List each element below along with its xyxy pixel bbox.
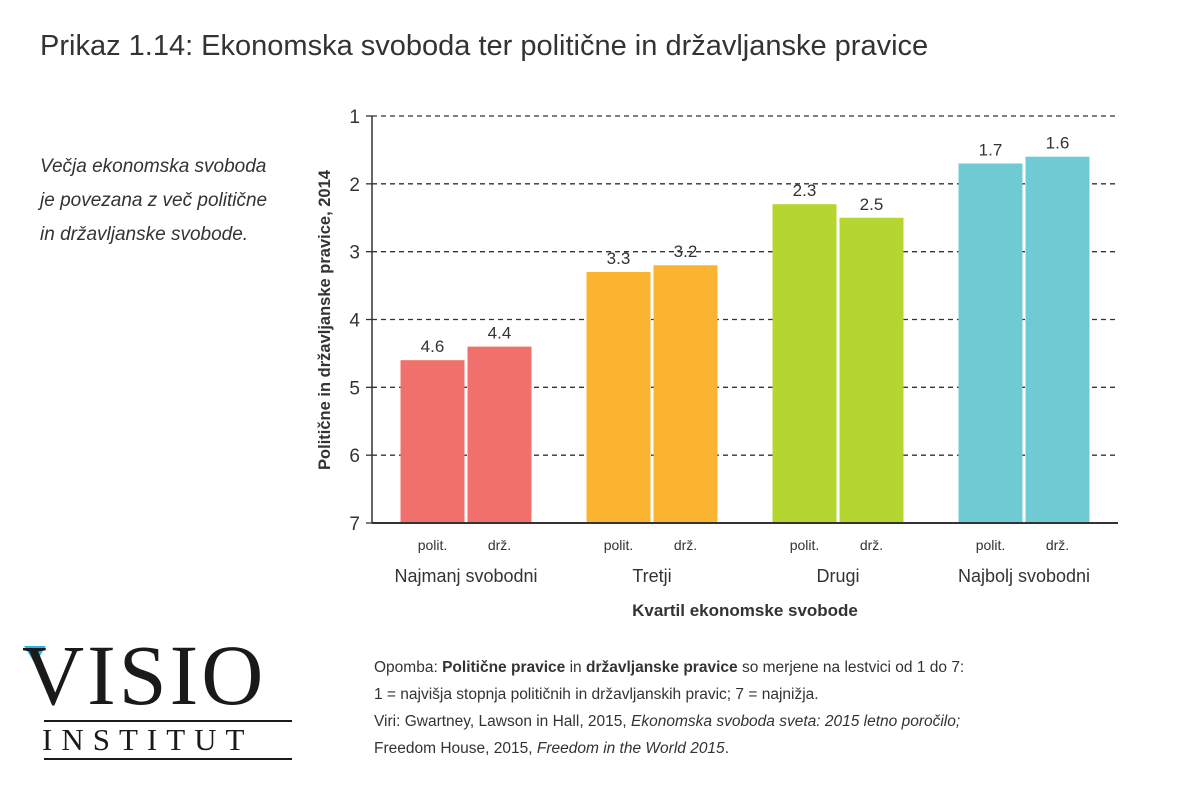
note-opomba-label: Opomba: <box>374 659 438 676</box>
bar <box>958 163 1023 523</box>
y-tick-label: 4 <box>349 311 360 332</box>
fh-prefix: Freedom House, 2015, <box>374 740 533 757</box>
bar <box>1025 156 1090 523</box>
fh-title: Freedom in the World 2015 <box>536 740 725 757</box>
note-rest: so merjene na lestvici od 1 do 7: <box>741 659 965 676</box>
y-tick-label: 1 <box>349 107 360 128</box>
footnote: Opomba: Politične pravice in državljansk… <box>374 654 1184 762</box>
x-axis-title: Kvartil ekonomske svobode <box>632 601 858 620</box>
logo-rule-bottom <box>44 758 292 760</box>
logo-main-text: VISIO <box>22 627 267 723</box>
data-label: 4.6 <box>421 337 445 356</box>
side-note: Večja ekonomska svoboda je povezana z ve… <box>40 156 268 245</box>
x-group-label: Najmanj svobodni <box>394 566 537 586</box>
note-line-4: Freedom House, 2015, Freedom in the Worl… <box>374 735 1184 762</box>
x-group-label: Tretji <box>632 566 671 586</box>
y-tick-label: 6 <box>349 446 360 467</box>
data-label: 3.3 <box>607 249 631 268</box>
chart-title: Prikaz 1.14: Ekonomska svoboda ter polit… <box>40 30 929 62</box>
bar-category-label: polit. <box>418 537 448 553</box>
x-group-label: Najbolj svobodni <box>958 566 1090 586</box>
y-tick-label: 2 <box>349 175 360 196</box>
bar <box>772 204 837 523</box>
data-label: 2.5 <box>860 195 884 214</box>
bar-category-label: drž. <box>488 537 511 553</box>
bar-category-label: drž. <box>1046 537 1069 553</box>
note-politicne: Politične pravice <box>442 659 566 676</box>
note-in: in <box>569 659 582 676</box>
logo-sub-text: INSTITUT <box>42 722 254 757</box>
data-label: 2.3 <box>793 181 817 200</box>
note-line-3: Viri: Gwartney, Lawson in Hall, 2015, Ek… <box>374 708 1184 735</box>
logo-triangle-icon <box>24 646 46 664</box>
bar <box>839 217 904 523</box>
bar-category-label: drž. <box>674 537 697 553</box>
viri-title: Ekonomska svoboda sveta: 2015 letno poro… <box>631 713 961 730</box>
viri-prefix: Viri: Gwartney, Lawson in Hall, 2015, <box>374 713 627 730</box>
data-label: 3.2 <box>674 242 698 261</box>
note-line-2: 1 = najvišja stopnja političnih in držav… <box>374 686 819 703</box>
y-axis-title: Politične in državljanske pravice, 2014 <box>316 169 334 470</box>
fh-end: . <box>724 740 729 757</box>
bar <box>400 360 465 523</box>
data-label: 1.7 <box>979 140 1003 159</box>
bar-category-label: polit. <box>790 537 820 553</box>
logo-rule <box>44 720 292 722</box>
y-tick-label: 7 <box>349 514 360 535</box>
bar-category-label: polit. <box>976 537 1006 553</box>
data-label: 1.6 <box>1046 134 1070 153</box>
data-label: 4.4 <box>488 324 512 343</box>
y-tick-label: 5 <box>349 378 360 399</box>
x-group-label: Drugi <box>816 566 859 586</box>
note-drzavljanske: državljanske pravice <box>585 659 738 676</box>
note-line-1: Opomba: Politične pravice in državljansk… <box>374 654 1184 681</box>
bar <box>653 265 718 523</box>
y-tick-label: 3 <box>349 243 360 264</box>
bar-category-label: drž. <box>860 537 883 553</box>
bar-category-label: polit. <box>604 537 634 553</box>
bar <box>586 272 651 523</box>
visio-institut-logo: VISIO INSTITUT <box>22 627 302 760</box>
bar <box>467 346 532 523</box>
